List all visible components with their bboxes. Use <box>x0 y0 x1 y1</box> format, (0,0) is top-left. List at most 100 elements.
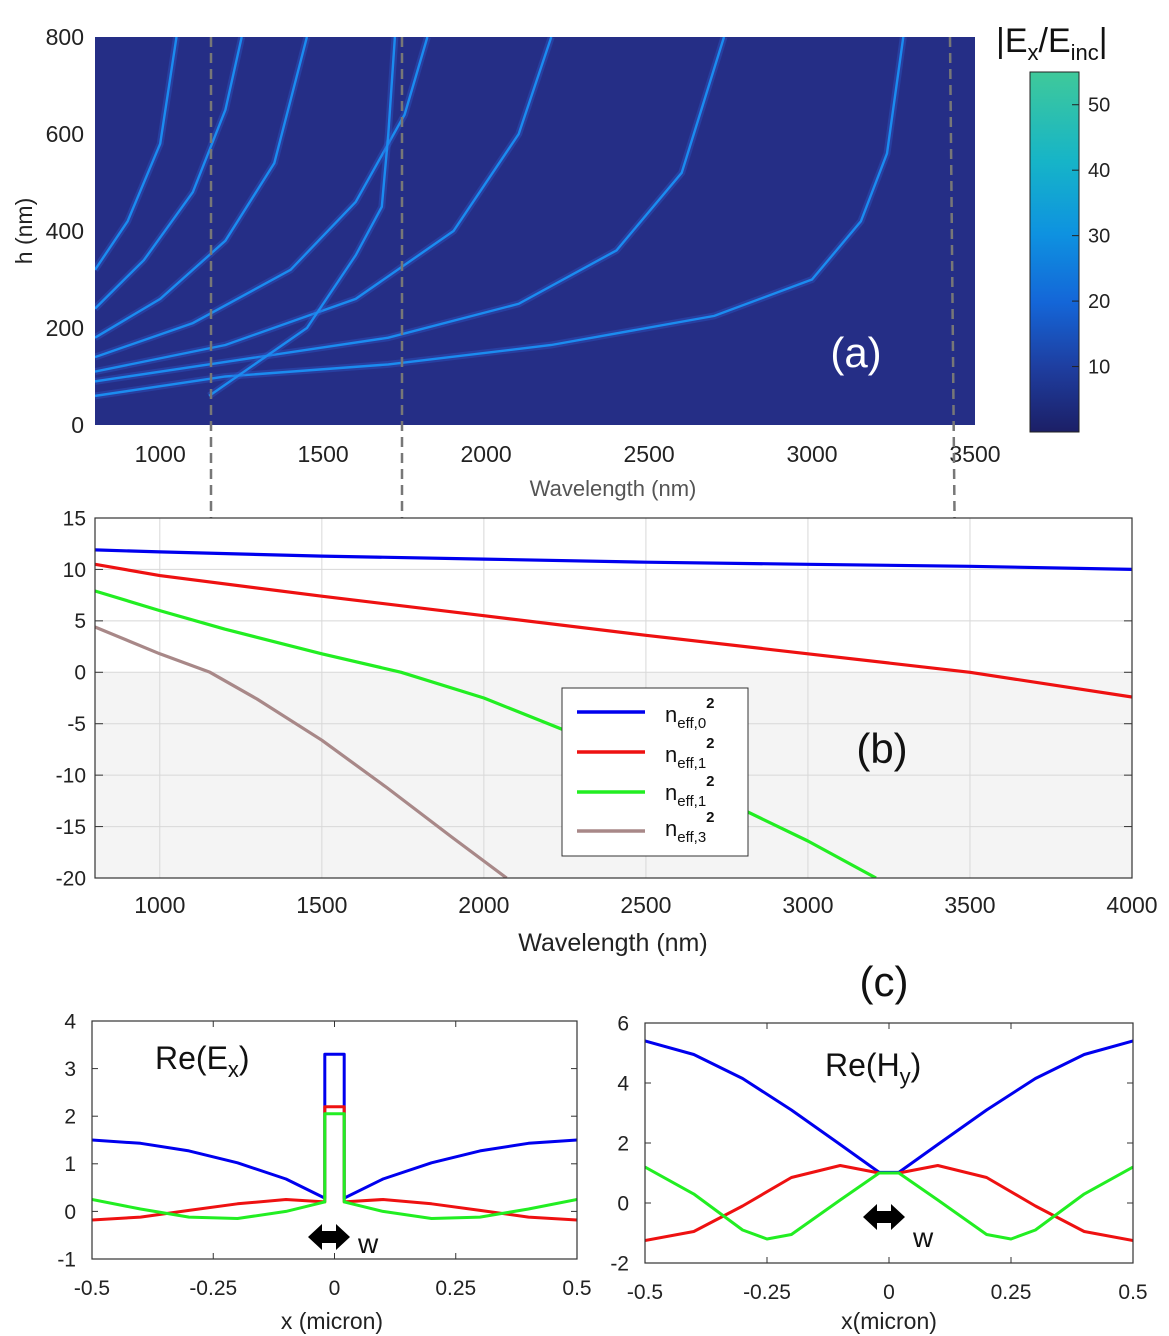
y-tick-label: 5 <box>74 610 86 633</box>
y-tick-label: -2 <box>610 1252 629 1275</box>
y-tick-label: -5 <box>67 713 86 736</box>
plot-cr-y-tick-labels: 6 4 2 0 -2 <box>610 1012 629 1275</box>
colorbar-tick-label: 20 <box>1088 291 1110 313</box>
colorbar-title: |Ex/Einc| <box>996 22 1108 65</box>
y-tick-label: 0 <box>617 1192 629 1215</box>
y-tick-label: 4 <box>64 1010 76 1033</box>
panel-label-a: (a) <box>830 329 881 376</box>
series-line-2 <box>95 589 877 878</box>
legend-box <box>561 687 749 857</box>
y-tick-label: 800 <box>46 24 84 50</box>
x-tick-label: 0 <box>329 1277 341 1300</box>
y-tick-label: 0 <box>74 662 86 685</box>
y-tick-label: -10 <box>56 764 86 787</box>
x-tick-label: 0.25 <box>991 1281 1032 1304</box>
plot-cr-x-axis-label: x(micron) <box>841 1308 937 1334</box>
y-tick-label: 15 <box>63 507 86 530</box>
x-tick-label: 0.5 <box>562 1277 591 1300</box>
field-line-1 <box>92 1105 577 1222</box>
resonance-curve <box>95 37 553 373</box>
plot-cl-tick-marks <box>91 1020 578 1260</box>
y-tick-label: -20 <box>56 867 86 890</box>
panel-b: 1000 1500 2000 2500 3000 3500 4000 15 10 5 0 -5 -10… <box>56 507 1158 957</box>
colorbar-tick-label: 10 <box>1088 357 1110 379</box>
x-tick-label: 3000 <box>786 441 837 467</box>
colorbar-tick-label: 40 <box>1088 160 1110 182</box>
resonance-curve <box>208 37 397 397</box>
y-tick-label: -1 <box>57 1248 76 1271</box>
y-tick-label: 200 <box>46 315 84 341</box>
plot-cr-x-tick-labels: -0.5 -0.25 0 0.25 0.5 <box>627 1281 1148 1304</box>
plot-b-x-tick-labels: 1000 1500 2000 2500 3000 3500 4000 <box>134 892 1157 918</box>
colorbar-tick-label: 30 <box>1088 226 1110 248</box>
x-tick-label: -0.25 <box>189 1277 237 1300</box>
resonance-curve <box>95 37 243 310</box>
panel-a: 1000 1500 2000 2500 3000 3500 0 200 400 600 800 W… <box>11 24 1001 501</box>
plot-cl-y-tick-labels: 4 3 2 1 0 -1 <box>57 1010 76 1271</box>
x-tick-label: 3500 <box>944 892 995 918</box>
heatmap-x-axis-label: Wavelength (nm) <box>530 476 697 501</box>
colorbar: 10 20 30 40 50 |Ex/Einc| <box>996 22 1110 433</box>
field-line-2 <box>645 1165 1133 1241</box>
plot-cl-x-tick-labels: -0.5 -0.25 0 0.25 0.5 <box>74 1277 592 1300</box>
legend-entry-0: neff,02 <box>577 695 715 732</box>
panel-label-c: (c) <box>860 958 909 1005</box>
legend-entry-3: neff,32 <box>577 809 715 846</box>
y-tick-label: 1 <box>64 1153 76 1176</box>
y-tick-label: 400 <box>46 218 84 244</box>
plot-cl-area <box>92 1021 577 1259</box>
x-tick-label: 2500 <box>620 892 671 918</box>
x-tick-label: 1500 <box>296 892 347 918</box>
legend-label-0: neff,02 <box>665 695 715 732</box>
plot-cr-width-label: w <box>912 1222 934 1253</box>
colorbar-tick-labels: 10 20 30 40 50 <box>1072 95 1110 379</box>
heatmap-y-tick-labels: 0 200 400 600 800 <box>46 24 84 438</box>
plot-b-legend: neff,02 neff,12 neff,12 neff,32 <box>561 687 749 857</box>
panel-label-b: (b) <box>856 725 907 772</box>
y-tick-label: 0 <box>71 412 84 438</box>
heatmap-x-tick-labels: 1000 1500 2000 2500 3000 3500 <box>135 441 1001 467</box>
x-tick-label: 2500 <box>623 441 674 467</box>
colorbar-tick-label: 50 <box>1088 95 1110 117</box>
y-tick-label: -15 <box>56 816 86 839</box>
y-tick-label: 3 <box>64 1058 76 1081</box>
x-tick-label: 1500 <box>298 441 349 467</box>
x-tick-label: -0.5 <box>74 1277 110 1300</box>
series-line-3 <box>95 625 508 878</box>
y-tick-label: 6 <box>617 1012 629 1035</box>
x-tick-label: 4000 <box>1106 892 1157 918</box>
resonance-curve <box>95 37 429 359</box>
x-tick-label: 3000 <box>782 892 833 918</box>
plot-b-y-tick-labels: 15 10 5 0 -5 -10 -15 -20 <box>56 507 86 890</box>
legend-entry-1: neff,12 <box>577 735 715 772</box>
x-tick-label: -0.25 <box>743 1281 791 1304</box>
x-tick-label: 1000 <box>135 441 186 467</box>
plot-b-frame <box>94 517 1133 879</box>
resonance-curve <box>95 37 309 339</box>
width-arrow-icon <box>863 1204 905 1230</box>
plot-cl-width-label: w <box>357 1228 379 1259</box>
heatmap-y-axis-label: h (nm) <box>11 198 37 264</box>
plot-cr-annotation: Re(Hy) <box>825 1047 921 1089</box>
x-tick-label: 0.25 <box>435 1277 476 1300</box>
width-arrow-icon <box>308 1224 350 1250</box>
plot-b-series <box>95 548 1132 878</box>
resonance-curve <box>95 37 726 383</box>
legend-label-1: neff,12 <box>665 735 715 772</box>
colorbar-gradient <box>1029 71 1080 433</box>
y-tick-label: 0 <box>64 1201 76 1224</box>
series-line-0 <box>95 548 1132 571</box>
panel-c-right: -0.5 -0.25 0 0.25 0.5 6 4 2 0 -2 x(micron) Re(Hy… <box>610 1012 1147 1334</box>
plot-cl-annotation: Re(Ex) <box>155 1040 250 1082</box>
series-line-1 <box>95 562 1132 699</box>
y-tick-label: 2 <box>64 1106 76 1129</box>
field-line-2 <box>92 1112 577 1220</box>
resonance-curves <box>95 37 907 400</box>
x-tick-label: -0.5 <box>627 1281 663 1304</box>
plot-cl-series <box>92 1052 577 1222</box>
y-tick-label: 2 <box>617 1132 629 1155</box>
panel-c-left: -0.5 -0.25 0 0.25 0.5 4 3 2 1 0 -1 x (micron) Re(… <box>57 1010 591 1334</box>
y-tick-label: 600 <box>46 121 84 147</box>
x-tick-label: 0 <box>883 1281 895 1304</box>
